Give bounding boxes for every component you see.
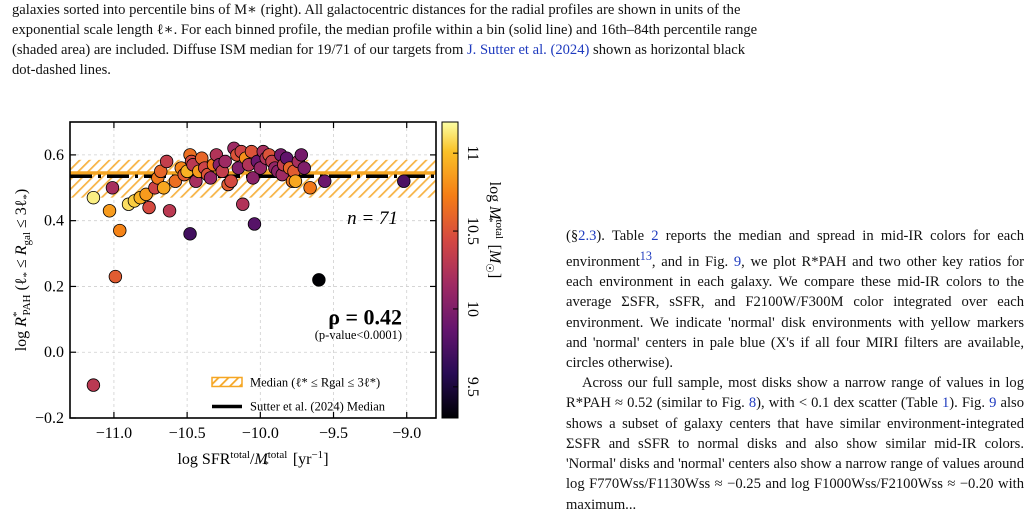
data-point [102,204,117,218]
ref-table[interactable]: 1 [941,395,950,412]
p-value-label: (p-value<0.0001) [315,328,402,342]
x-tick-label: −11.0 [96,425,132,442]
data-point [303,181,317,195]
y-tick-label: 0.6 [44,147,64,164]
ref-figure[interactable]: 9 [989,395,997,412]
citation-link[interactable]: J. Sutter et al. (2024) [466,42,590,58]
colorbar-ticks: 9.5 10 10.5 11 [453,145,481,397]
data-point [247,217,262,231]
data-point [183,227,197,241]
colorbar-tick-label: 10.5 [464,217,481,245]
data-point [253,161,268,175]
y-tick-label: −0.2 [35,410,64,427]
ref-figure[interactable]: 9 [733,254,742,271]
footnote-ref[interactable]: 13 [639,249,652,264]
data-point [154,164,168,179]
data-point [218,154,232,169]
x-tick-label: −10.5 [169,425,206,442]
colorbar-tick-label: 11 [464,145,481,160]
caption-line-1: galaxies sorted into percentile bins of … [12,2,741,18]
legend-label-sutter: Sutter et al. (2024) Median [250,399,386,413]
y-tick-label: 0.0 [44,344,64,361]
x-tick-label: −10.0 [242,425,279,442]
x-tick-label: −9.5 [319,425,348,442]
legend-swatch-median [211,376,243,388]
colorbar-gradient [441,121,459,419]
body-text-column: (§2.3). Table 2 reports the median and s… [566,226,1024,515]
data-point [113,223,127,238]
y-axis-label: log R*PAH (ℓ* ≤ Rgal ≤ 3ℓ*) [11,189,33,352]
y-tick-label: 0.2 [44,278,64,295]
paragraph-2: Across our full sample, most disks show … [566,375,1025,513]
caption-line-2: exponential scale length ℓ∗. For each bi… [12,22,758,38]
colorbar-label: log Mtotal* [M☉] [483,182,505,279]
data-point [297,161,311,175]
data-point [246,171,260,185]
ref-figure[interactable]: 8 [748,395,757,412]
data-point [224,174,238,188]
caption-line-3b: shown as horizontal black [589,42,746,58]
chart-legend: Median (ℓ* ≤ Rgal ≤ 3ℓ*) Sutter et al. (… [211,375,386,413]
data-point [108,269,123,284]
paragraph-1: (§2.3). Table 2 reports the median and s… [566,228,1025,372]
y-tick-label: 0.4 [44,213,64,230]
data-point [294,148,309,162]
data-point [86,190,101,205]
data-point [159,154,174,169]
axis-ticks: −11.0 −10.5 −10.0 −9.5 −9.0 −0.2 0.0 0.2 0.4 0.6 [35,122,436,442]
ref-section[interactable]: 2.3 [578,228,597,244]
data-point [236,197,250,211]
data-point [318,174,332,188]
data-point [162,204,177,218]
correlation-coefficient: ρ = 0.42 [328,304,402,329]
x-tick-label: −9.0 [392,425,421,442]
data-point [142,200,156,215]
figure-panel: −11.0 −10.5 −10.0 −9.5 −9.0 −0.2 0.0 0.2 0.4 0.6 … [0,110,560,519]
data-points [86,141,411,392]
legend-label-median: Median (ℓ* ≤ Rgal ≤ 3ℓ*) [250,375,380,389]
caption-line-4: dot-dashed lines. [12,62,111,78]
data-point [105,181,120,195]
figure-caption: galaxies sorted into percentile bins of … [12,0,1022,80]
data-point [156,181,171,195]
plot-frame [69,121,437,419]
data-point [397,174,411,188]
data-point [86,378,101,392]
colorbar-tick-label: 10 [464,301,481,317]
data-point [288,174,303,188]
caption-line-3a: (shaded area) are included. Diffuse ISM … [12,42,467,58]
data-point [312,273,326,287]
sample-size-annotation: n = 71 [347,208,398,229]
scatter-chart: −11.0 −10.5 −10.0 −9.5 −9.0−0.20.00.20.40.6 … [11,121,505,471]
x-axis-label: log SFRtotal/Mtotal * [yr−1] [177,449,328,471]
ref-table[interactable]: 2 [651,228,659,244]
colorbar: 9.5 10 10.5 11 log Mtotal* [M☉] [441,121,505,419]
data-point [203,171,218,185]
colorbar-tick-label: 9.5 [464,377,481,397]
